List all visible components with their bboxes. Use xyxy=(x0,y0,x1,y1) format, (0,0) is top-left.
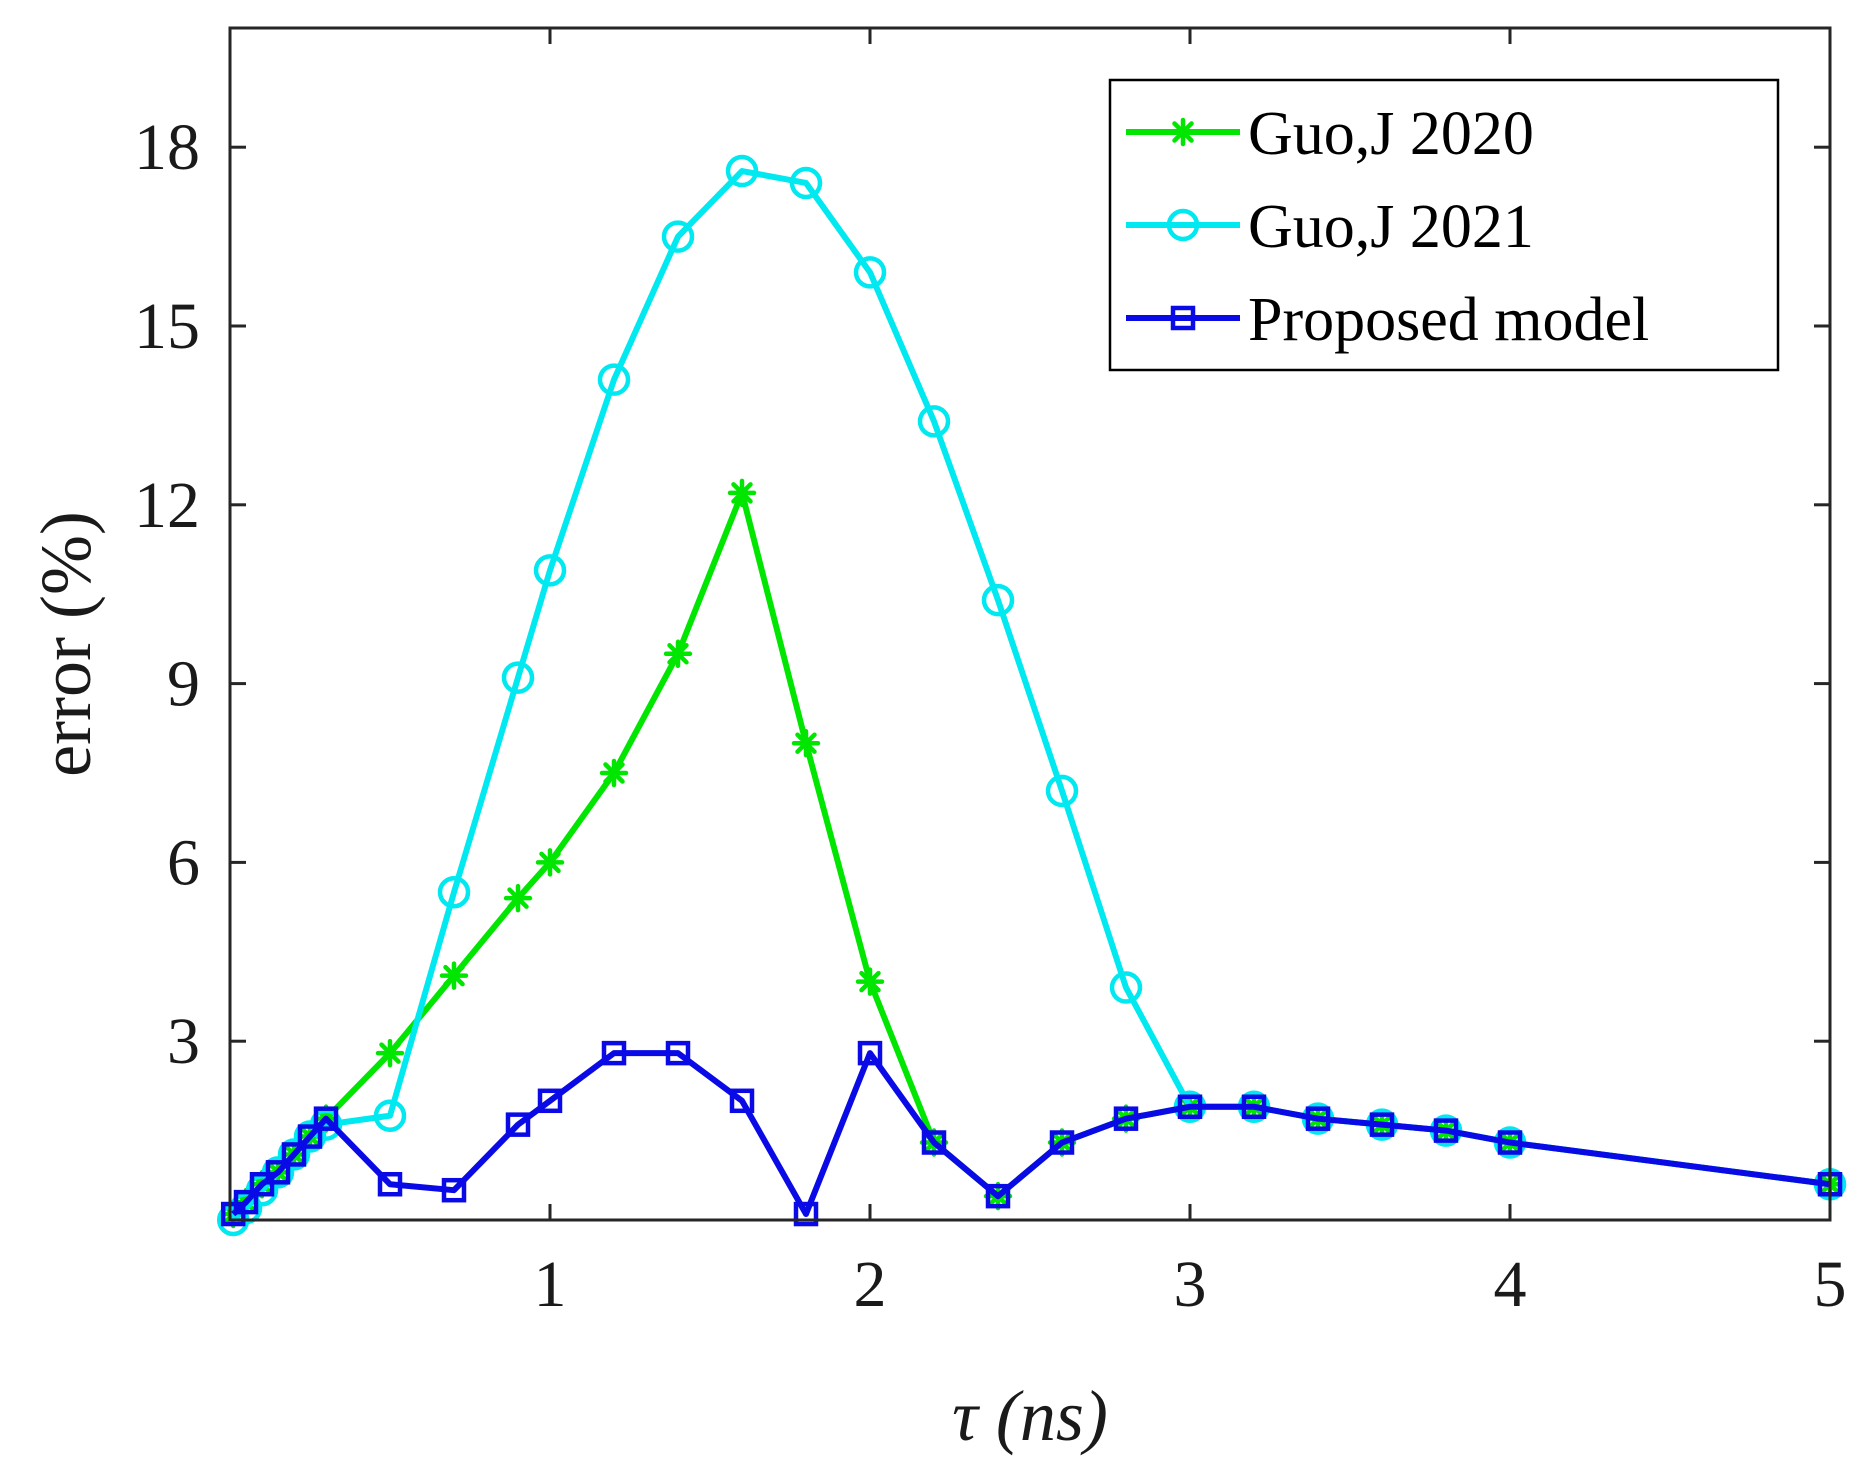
data-point xyxy=(981,583,1015,617)
legend-marker xyxy=(1168,117,1198,147)
legend-marker xyxy=(1170,305,1196,331)
data-point xyxy=(233,1189,259,1215)
data-point xyxy=(533,554,567,587)
data-point xyxy=(439,961,469,990)
data-point xyxy=(725,154,759,188)
x-tick-label: 3 xyxy=(1174,1248,1207,1321)
legend: Guo,J 2020 Guo,J 2021 Proposed model xyxy=(1108,78,1780,372)
data-point xyxy=(853,256,887,289)
data-point xyxy=(1109,971,1143,1004)
x-tick-label: 2 xyxy=(854,1248,887,1321)
data-point xyxy=(1305,1106,1331,1131)
legend-label: Guo,J 2021 xyxy=(1248,193,1534,261)
data-point xyxy=(1045,774,1079,808)
data-point xyxy=(665,1040,691,1066)
data-point xyxy=(855,967,885,996)
legend-marker xyxy=(1166,208,1200,242)
data-point xyxy=(985,1183,1011,1209)
data-point xyxy=(437,875,471,909)
x-tick-label: 5 xyxy=(1814,1248,1847,1321)
data-point xyxy=(297,1124,323,1149)
data-point xyxy=(281,1142,307,1167)
data-point xyxy=(597,363,631,396)
data-point xyxy=(1241,1094,1267,1120)
x-tick-label: 1 xyxy=(534,1248,567,1321)
data-point xyxy=(789,166,823,200)
data-point xyxy=(501,661,535,694)
data-point xyxy=(661,220,695,253)
data-point xyxy=(921,1130,947,1155)
data-point xyxy=(1049,1130,1075,1155)
data-point xyxy=(1433,1118,1459,1143)
plot-frame xyxy=(228,26,1832,1222)
data-point xyxy=(791,728,821,758)
data-point xyxy=(535,848,565,877)
y-tick-label: 15 xyxy=(134,290,200,363)
data-point xyxy=(917,405,951,438)
data-point xyxy=(265,1160,291,1185)
data-point xyxy=(729,1088,755,1114)
data-point xyxy=(857,1040,883,1066)
data-point xyxy=(503,883,533,913)
y-tick-label: 18 xyxy=(134,111,200,184)
data-point xyxy=(373,1099,407,1132)
data-point xyxy=(375,1038,405,1068)
data-point xyxy=(1177,1094,1203,1120)
data-point xyxy=(377,1171,403,1197)
legend-entry: Proposed model xyxy=(1126,286,1649,354)
data-point xyxy=(1369,1112,1395,1137)
legend-label: Proposed model xyxy=(1248,286,1649,354)
y-tick-label: 6 xyxy=(167,826,200,899)
data-point xyxy=(793,1201,819,1227)
data-point xyxy=(1113,1106,1139,1131)
data-point xyxy=(663,639,693,669)
data-point xyxy=(313,1106,339,1131)
y-tick-label: 3 xyxy=(167,1005,200,1078)
x-tick-label: 4 xyxy=(1494,1248,1527,1321)
y-tick-label: 12 xyxy=(134,469,200,542)
data-point xyxy=(727,478,757,508)
data-point xyxy=(599,758,629,788)
legend-entry: Guo,J 2020 xyxy=(1126,100,1534,168)
data-point xyxy=(277,1138,311,1171)
plot-area xyxy=(216,154,1847,1237)
x-axis-title: τ (ns) xyxy=(952,1376,1108,1456)
data-point xyxy=(601,1040,627,1066)
data-point xyxy=(1497,1130,1523,1155)
data-point xyxy=(537,1088,563,1114)
y-tick-label: 9 xyxy=(167,648,200,721)
legend-label: Guo,J 2020 xyxy=(1248,100,1534,168)
data-point xyxy=(505,1112,531,1137)
data-point xyxy=(441,1177,467,1203)
series-3 xyxy=(220,1040,1843,1227)
y-axis-title: error (%) xyxy=(26,511,106,777)
legend-entry: Guo,J 2021 xyxy=(1126,193,1534,261)
